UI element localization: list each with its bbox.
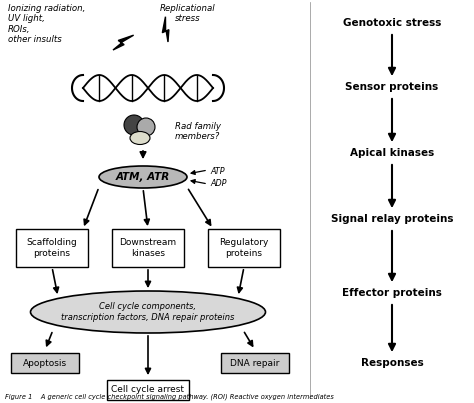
Polygon shape <box>163 17 169 42</box>
Text: ATM, ATR: ATM, ATR <box>116 172 170 182</box>
Text: Regulatory
proteins: Regulatory proteins <box>219 238 269 258</box>
Text: Genotoxic stress: Genotoxic stress <box>343 18 441 28</box>
FancyBboxPatch shape <box>11 353 79 373</box>
Text: Downstream
kinases: Downstream kinases <box>119 238 176 258</box>
Circle shape <box>124 115 144 135</box>
FancyBboxPatch shape <box>112 229 184 267</box>
Text: Ionizing radiation,
UV light,
ROIs,
other insults: Ionizing radiation, UV light, ROIs, othe… <box>8 4 85 44</box>
Ellipse shape <box>130 131 150 145</box>
Text: Signal relay proteins: Signal relay proteins <box>331 214 453 224</box>
Polygon shape <box>113 35 134 50</box>
FancyBboxPatch shape <box>16 229 88 267</box>
Ellipse shape <box>99 166 187 188</box>
Text: ADP: ADP <box>210 179 227 188</box>
Text: Scaffolding
proteins: Scaffolding proteins <box>27 238 77 258</box>
Text: ATP: ATP <box>210 167 225 176</box>
Text: Sensor proteins: Sensor proteins <box>346 82 438 92</box>
FancyBboxPatch shape <box>107 380 189 400</box>
Text: Cell cycle arrest: Cell cycle arrest <box>111 386 184 395</box>
Text: Figure 1    A generic cell cycle checkpoint signaling pathway. (ROI) Reactive ox: Figure 1 A generic cell cycle checkpoint… <box>5 393 334 400</box>
Text: Apical kinases: Apical kinases <box>350 148 434 158</box>
Ellipse shape <box>30 291 265 333</box>
Text: Apoptosis: Apoptosis <box>23 359 67 368</box>
Text: Rad family
members?: Rad family members? <box>175 122 221 141</box>
Text: Responses: Responses <box>361 358 423 368</box>
Text: Effector proteins: Effector proteins <box>342 288 442 298</box>
Text: Cell cycle components,
transcription factors, DNA repair proteins: Cell cycle components, transcription fac… <box>61 302 235 322</box>
FancyBboxPatch shape <box>208 229 280 267</box>
Text: DNA repair: DNA repair <box>230 359 280 368</box>
Text: Replicational
stress: Replicational stress <box>160 4 216 23</box>
Circle shape <box>137 118 155 136</box>
FancyBboxPatch shape <box>221 353 289 373</box>
